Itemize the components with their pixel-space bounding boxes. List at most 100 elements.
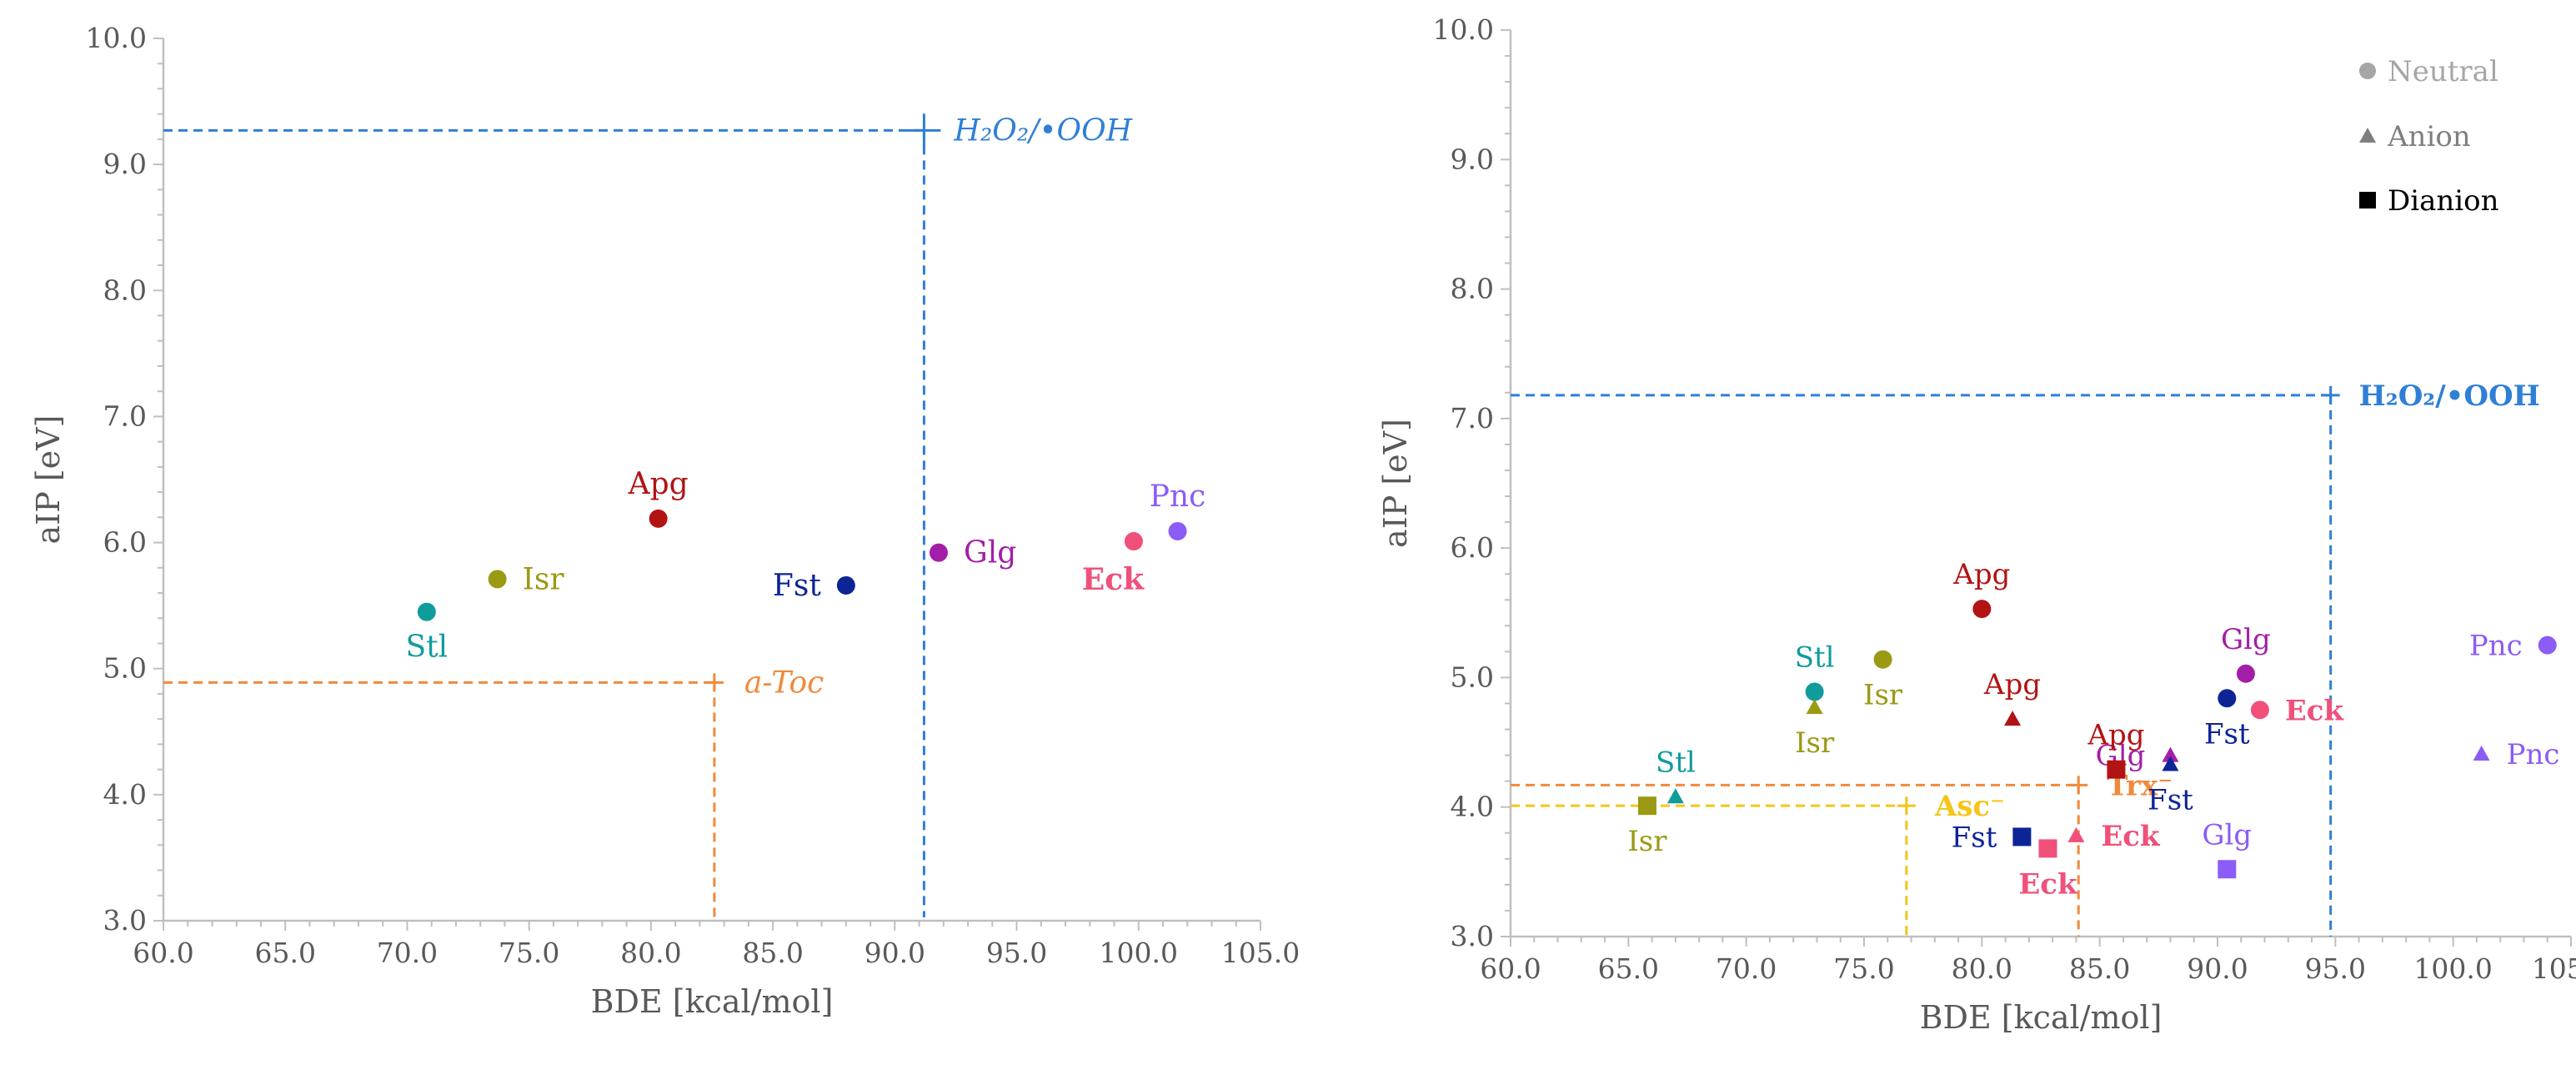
y-tick-label: 4.0 [1451, 791, 1494, 823]
data-point [2218, 860, 2237, 879]
legend: Neutral Anion Dianion [2359, 55, 2499, 218]
reference-label: H₂O₂/•OOH [953, 113, 1132, 148]
data-point [488, 570, 507, 589]
x-tick-label: 80.0 [1952, 952, 2012, 985]
data-point [2473, 746, 2490, 761]
data-label: Eck [2101, 820, 2161, 853]
data-label: Fst [773, 569, 821, 603]
data-point [1806, 699, 1823, 715]
data-point [1637, 796, 1656, 816]
y-tick-label: 7.0 [103, 399, 147, 432]
data-label: Apg [628, 467, 689, 501]
legend-marker [2359, 192, 2376, 208]
data-label: Pnc [2507, 738, 2560, 771]
data-point [1805, 682, 1824, 701]
x-tick-label: 100.0 [1100, 937, 1178, 969]
data-label: Eck [2018, 867, 2078, 901]
x-tick-label: 90.0 [865, 937, 925, 969]
data-point [1873, 650, 1892, 669]
x-axis-title: BDE [kcal/mol] [1920, 999, 2163, 1036]
y-tick-label: 10.0 [1433, 13, 1494, 46]
data-point [2012, 827, 2032, 846]
data-point [929, 543, 948, 562]
x-tick-label: 60.0 [133, 937, 193, 969]
data-label: Fst [2204, 717, 2250, 751]
data-label: Pnc [1150, 480, 1206, 514]
y-tick-label: 6.0 [103, 526, 147, 559]
data-point [2107, 760, 2126, 779]
x-tick-label: 100.0 [2413, 952, 2492, 985]
x-tick-label: 105.0 [1221, 937, 1300, 969]
x-tick-label: 60.0 [1480, 952, 1541, 985]
x-tick-label: 75.0 [1833, 952, 1894, 985]
data-point [1972, 600, 1992, 619]
data-point [2218, 689, 2237, 708]
y-tick-label: 9.0 [1451, 143, 1494, 175]
data-point [836, 575, 855, 595]
data-label: Stl [1656, 746, 1696, 779]
data-label: Apg [1952, 558, 2010, 591]
x-tick-label: 85.0 [2069, 952, 2130, 985]
y-tick-label: 4.0 [103, 778, 147, 811]
data-label: Pnc [2469, 630, 2523, 663]
y-tick-label: 3.0 [103, 904, 147, 937]
y-tick-label: 5.0 [103, 652, 147, 685]
x-tick-label: 105.0 [2532, 952, 2576, 985]
data-label: Glg [964, 536, 1016, 570]
reference-label: a-Toc [744, 666, 824, 700]
data-label: Eck [1082, 562, 1145, 597]
legend-marker [2359, 128, 2376, 143]
data-label: Eck [2285, 694, 2345, 727]
y-tick-label: 6.0 [1451, 531, 1494, 564]
data-point [2250, 701, 2269, 720]
x-tick-label: 65.0 [254, 937, 315, 969]
data-label: Isr [523, 562, 565, 596]
data-label: Glg [2202, 818, 2252, 851]
data-point [2162, 746, 2179, 762]
x-tick-label: 70.0 [1716, 952, 1777, 985]
data-label: Stl [406, 630, 449, 665]
data-label: Isr [1795, 726, 1835, 760]
y-tick-label: 9.0 [103, 148, 147, 180]
data-point [2067, 826, 2085, 842]
data-label: Apg [2087, 719, 2144, 752]
x-tick-label: 75.0 [499, 937, 559, 969]
data-label: Fst [1952, 821, 1997, 854]
data-point [2236, 664, 2255, 683]
x-tick-label: 90.0 [2187, 952, 2248, 985]
data-point [1124, 532, 1143, 551]
data-point [649, 509, 668, 528]
chart-2: 3.0 4.0 5.0 6.0 7.0 8.0 9.0 10.0 60.0 65.0 70.0 75.… [1377, 13, 2576, 1036]
reference-label: H₂O₂/•OOH [2359, 379, 2540, 413]
x-tick-label: 65.0 [1598, 952, 1659, 985]
data-point [2162, 756, 2179, 771]
data-point [2004, 711, 2022, 726]
x-tick-label: 95.0 [2305, 952, 2366, 985]
legend-marker [2359, 63, 2376, 79]
data-label: Apg [1983, 668, 2041, 701]
reference-label: Asc⁻ [1934, 790, 2005, 823]
data-label: Glg [2221, 623, 2271, 656]
y-tick-label: 5.0 [1451, 661, 1494, 693]
y-tick-label: 8.0 [103, 274, 147, 306]
data-label: Stl [1795, 641, 1835, 675]
data-point [1666, 788, 1684, 804]
legend-label: Dianion [2388, 184, 2499, 218]
chart-1: 3.0 4.0 5.0 6.0 7.0 8.0 9.0 10.0 60.0 65.0 70.0 75.… [30, 22, 1300, 1020]
x-tick-label: 85.0 [742, 937, 803, 969]
data-point [417, 602, 436, 621]
x-tick-label: 95.0 [986, 937, 1047, 969]
legend-label: Neutral [2388, 55, 2498, 88]
y-axis-title: aIP [eV] [1377, 419, 1414, 548]
x-tick-label: 80.0 [620, 937, 681, 969]
y-axis-title: aIP [eV] [30, 415, 67, 545]
y-tick-label: 10.0 [86, 22, 147, 54]
y-tick-label: 3.0 [1451, 920, 1494, 952]
legend-label: Anion [2387, 120, 2471, 153]
x-tick-label: 70.0 [377, 937, 438, 969]
y-tick-label: 7.0 [1451, 402, 1494, 435]
data-label: Fst [2148, 783, 2193, 816]
x-axis-title: BDE [kcal/mol] [591, 983, 834, 1020]
y-tick-label: 8.0 [1451, 273, 1494, 305]
